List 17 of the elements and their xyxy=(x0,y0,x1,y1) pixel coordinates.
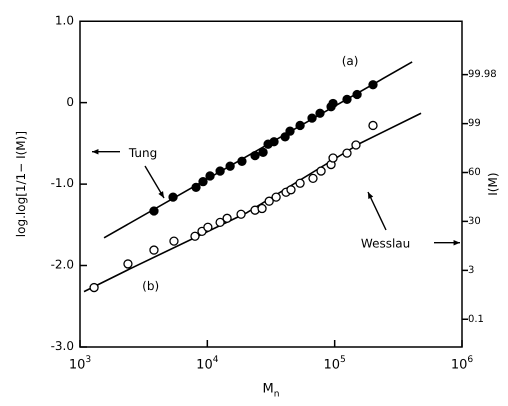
annotation: Wesslau xyxy=(360,236,410,250)
y-tick-label: 1.0 xyxy=(54,13,74,28)
annotation: Tung xyxy=(128,146,158,160)
y-tick-label: -1.0 xyxy=(50,176,74,190)
annotation: (b) xyxy=(142,278,160,293)
y2-axis-title: I(M) xyxy=(486,172,500,196)
y-axis-title: log.log[1/1− I(M)] xyxy=(14,130,28,238)
category-label: 30 xyxy=(468,216,481,228)
category-label: 3 xyxy=(468,264,474,276)
y-tick-label: 0 xyxy=(66,94,74,109)
category-label: 60 xyxy=(468,167,481,178)
category-label: 99.98 xyxy=(468,69,497,80)
annotation: (a) xyxy=(342,54,358,68)
y-tick-label: -3.0 xyxy=(50,339,74,354)
category-label: 0.1 xyxy=(468,314,484,325)
category-label: 99 xyxy=(468,118,481,130)
y-tick-label: -2.0 xyxy=(50,258,74,272)
